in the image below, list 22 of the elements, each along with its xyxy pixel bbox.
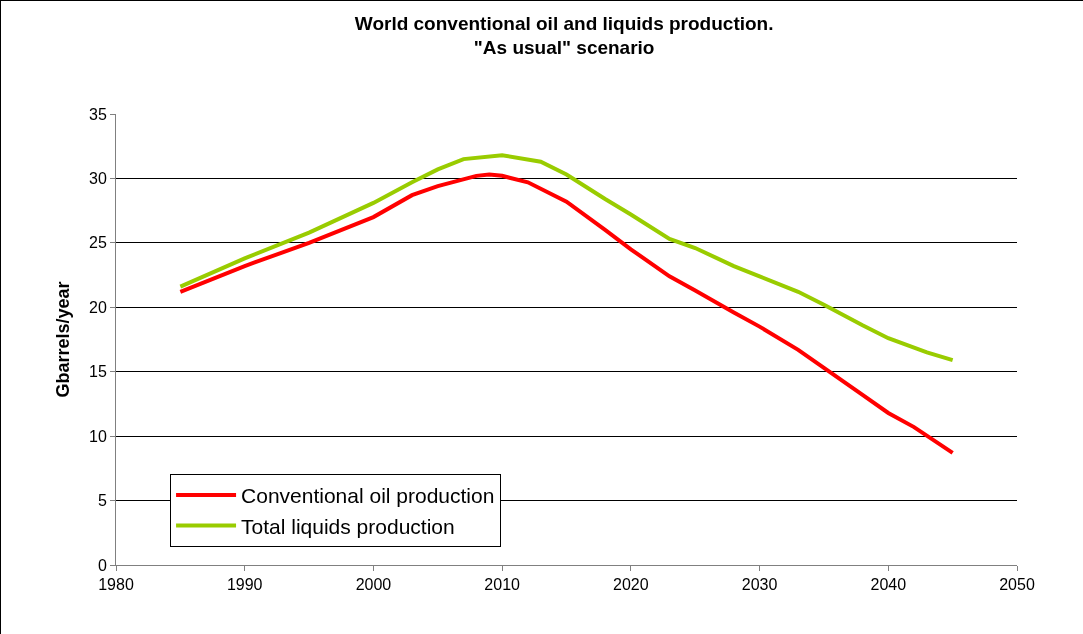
x-tick-label: 2020: [613, 576, 649, 594]
legend-label: Conventional oil production: [241, 484, 495, 508]
y-axis-title: Gbarrels/year: [53, 281, 74, 398]
chart-title: World conventional oil and liquids production. "As usual" scenario: [354, 12, 774, 59]
y-tick-label: 10: [89, 427, 107, 445]
y-tick-label: 35: [89, 105, 107, 123]
x-tick-label: 1980: [98, 576, 134, 594]
y-tick-label: 20: [89, 298, 107, 316]
y-tick-label: 15: [89, 363, 107, 381]
x-tick-label: 2000: [355, 576, 392, 594]
y-tick-label: 5: [97, 492, 107, 510]
y-tick-label: 30: [89, 170, 107, 188]
x-tick-label: 2050: [999, 576, 1035, 594]
x-tick-label: 2030: [741, 576, 778, 594]
y-tick-label: 25: [89, 234, 107, 252]
line-series: [178, 153, 955, 363]
x-tick-label: 1990: [226, 576, 263, 594]
y-tick-label: 0: [97, 556, 107, 574]
x-tick-label: 2010: [484, 576, 521, 594]
x-tick-label: 2040: [870, 576, 907, 594]
legend-label: Total liquids production: [241, 514, 455, 538]
line-series: [178, 172, 955, 455]
